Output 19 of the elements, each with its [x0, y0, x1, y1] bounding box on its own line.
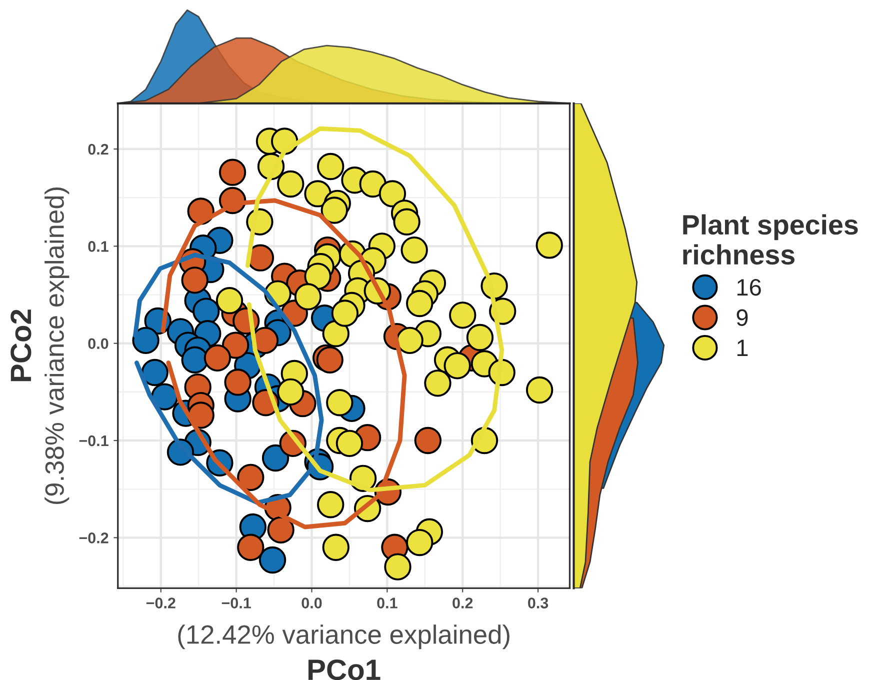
x-tick-label: 0.0 — [302, 598, 322, 608]
x-tick-label: 0.2 — [452, 598, 473, 608]
x-axis-title: PCo1 — [308, 659, 380, 680]
text: (12.42% variance explained) — [178, 624, 510, 650]
legend-label: 9 — [736, 309, 748, 326]
x-tick-label: −0.2 — [146, 598, 176, 608]
y-tick-label: −0.1 — [79, 435, 108, 446]
legend-label: 1 — [737, 340, 748, 356]
y-axis-title: PCo2 — [10, 310, 32, 382]
text: (9.38% variance explained) — [44, 188, 70, 504]
x-tick-label: −0.1 — [222, 598, 251, 608]
legend-title: Plant species richness — [683, 214, 858, 265]
y-tick-label: 0.0 — [88, 338, 108, 350]
x-tick-label: 0.1 — [377, 598, 398, 608]
x-tick-label: 0.3 — [528, 598, 548, 608]
y-tick-label: 0.1 — [88, 241, 108, 252]
y-tick-label: −0.2 — [79, 532, 108, 544]
y-tick-label: 0.2 — [88, 144, 108, 155]
legend-label: 16 — [737, 278, 761, 296]
